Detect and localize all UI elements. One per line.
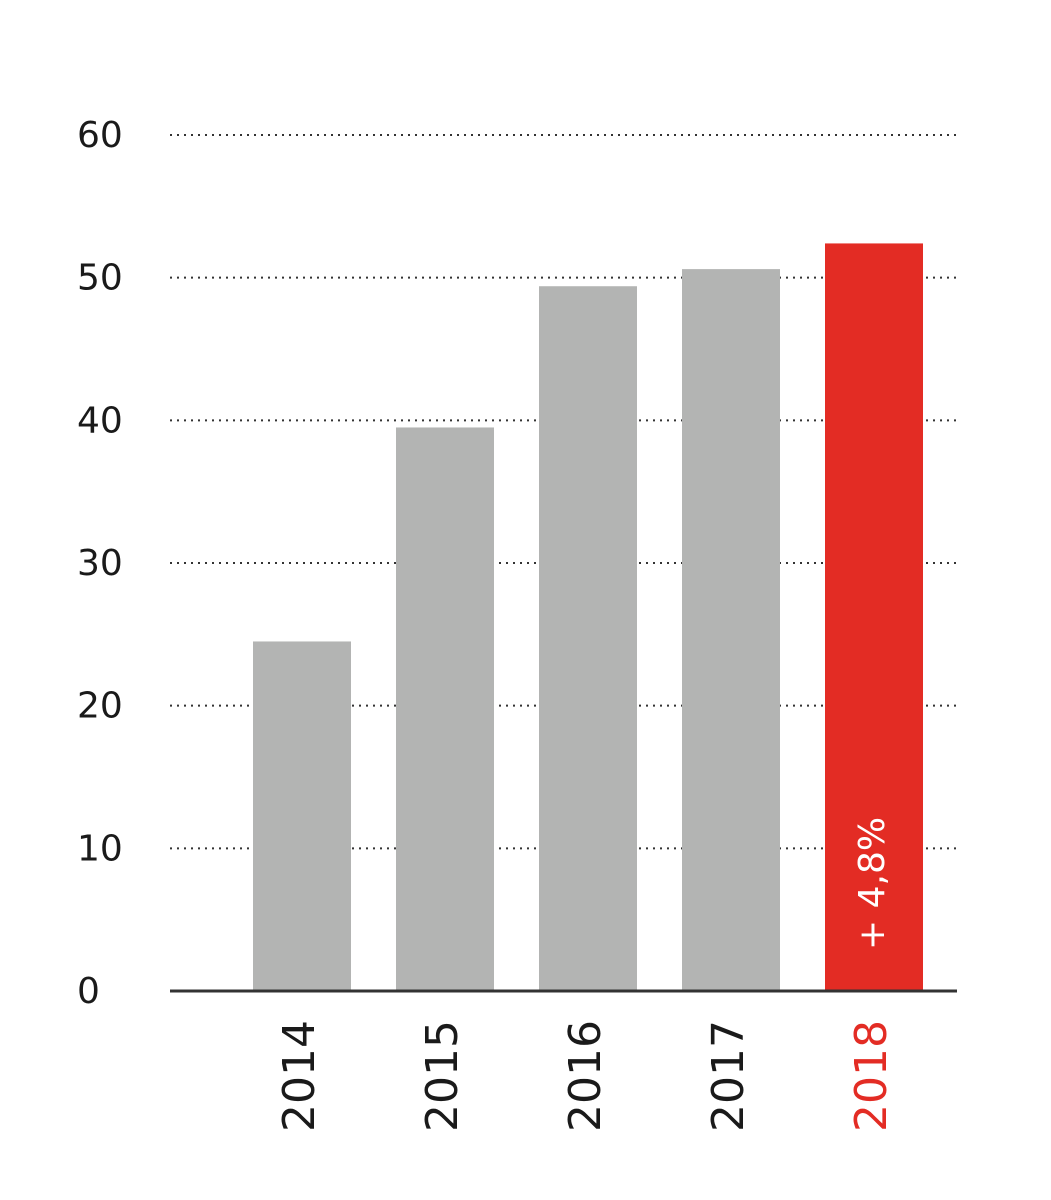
bar-2017 (682, 269, 780, 991)
x-axis-labels: 2014 2015 2016 2017 2018 (274, 1020, 897, 1132)
x-tick-label-2017: 2017 (703, 1020, 754, 1132)
bars (253, 243, 923, 992)
y-tick-label: 50 (77, 258, 123, 299)
bar-2015 (396, 427, 494, 991)
annotations: + 4,8% (852, 817, 893, 950)
data-label-2018: + 4,8% (852, 817, 893, 950)
y-tick-label: 60 (77, 115, 123, 156)
y-tick-label: 30 (77, 543, 123, 584)
bar-2018 (825, 243, 923, 992)
y-tick-label: 10 (77, 828, 123, 869)
y-tick-label: 20 (77, 686, 123, 727)
bar-2014 (253, 641, 351, 991)
y-axis-ticks: 0 10 20 30 40 50 60 (77, 115, 123, 1012)
x-tick-label-2018: 2018 (846, 1020, 897, 1132)
x-tick-label-2016: 2016 (560, 1020, 611, 1132)
x-tick-label-2014: 2014 (274, 1020, 325, 1132)
x-tick-label-2015: 2015 (417, 1020, 468, 1132)
y-tick-label: 0 (77, 971, 100, 1012)
bar-2016 (539, 286, 637, 991)
y-tick-label: 40 (77, 400, 123, 441)
